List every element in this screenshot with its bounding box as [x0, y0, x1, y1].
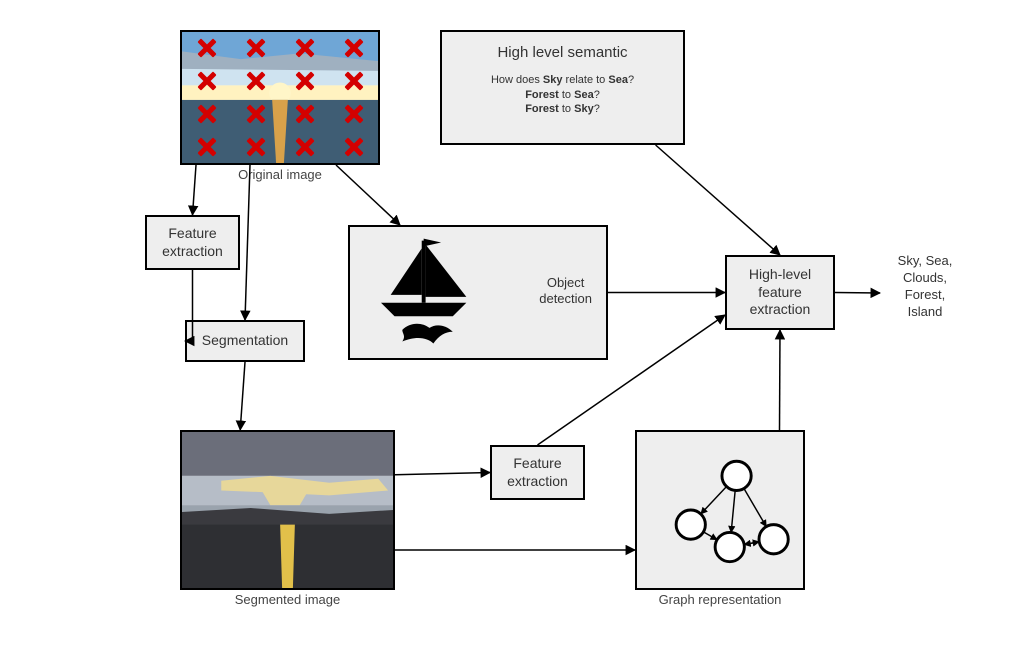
- feature-extraction-1-node: Feature extraction: [145, 215, 240, 270]
- sample-cross-icon: [245, 37, 267, 59]
- original-image-caption: Original image: [180, 167, 380, 182]
- sample-cross-icon: [196, 103, 218, 125]
- sample-cross-icon: [294, 70, 316, 92]
- sample-cross-icon: [294, 103, 316, 125]
- sample-cross-icon: [343, 103, 365, 125]
- semantic-node: High level semantic How does Sky relate …: [440, 30, 685, 145]
- sample-cross-icon: [245, 136, 267, 158]
- high-level-feature-label: High-level feature extraction: [749, 266, 811, 319]
- sample-cross-icon: [196, 70, 218, 92]
- semantic-title: High level semantic: [497, 44, 627, 63]
- graph-illustration: [637, 432, 803, 588]
- semantic-questions: How does Sky relate to Sea?Forest to Sea…: [491, 73, 634, 118]
- semantic-line: Forest to Sea?: [491, 88, 634, 103]
- feature-extraction-2-label: Feature extraction: [507, 455, 568, 490]
- sample-cross-icon: [343, 37, 365, 59]
- output-labels: Sky, Sea, Clouds, Forest, Island: [880, 253, 970, 321]
- sample-cross-icon: [294, 136, 316, 158]
- feature-extraction-2-node: Feature extraction: [490, 445, 585, 500]
- feature-extraction-1-label: Feature extraction: [162, 225, 223, 260]
- graph-representation-node: [635, 430, 805, 590]
- sample-cross-icon: [343, 70, 365, 92]
- sample-cross-icon: [245, 103, 267, 125]
- sample-cross-icon: [196, 37, 218, 59]
- object-detection-node: Object detection: [348, 225, 608, 360]
- original-image-node: [180, 30, 380, 165]
- object-detection-label: Object detection: [539, 275, 592, 308]
- segmented-image-node: [180, 430, 395, 590]
- sample-cross-icon: [294, 37, 316, 59]
- sample-cross-icon: [245, 70, 267, 92]
- diagram-canvas: Original image High level semantic How d…: [0, 0, 1024, 658]
- segmented-image-caption: Segmented image: [180, 592, 395, 607]
- high-level-feature-node: High-level feature extraction: [725, 255, 835, 330]
- semantic-line: How does Sky relate to Sea?: [491, 73, 634, 88]
- sample-cross-icon: [196, 136, 218, 158]
- semantic-line: Forest to Sky?: [491, 102, 634, 117]
- graph-representation-caption: Graph representation: [635, 592, 805, 607]
- segmentation-node: Segmentation: [185, 320, 305, 362]
- sample-cross-icon: [343, 136, 365, 158]
- segmentation-label: Segmentation: [202, 332, 288, 350]
- segmented-image-illustration: [182, 432, 393, 588]
